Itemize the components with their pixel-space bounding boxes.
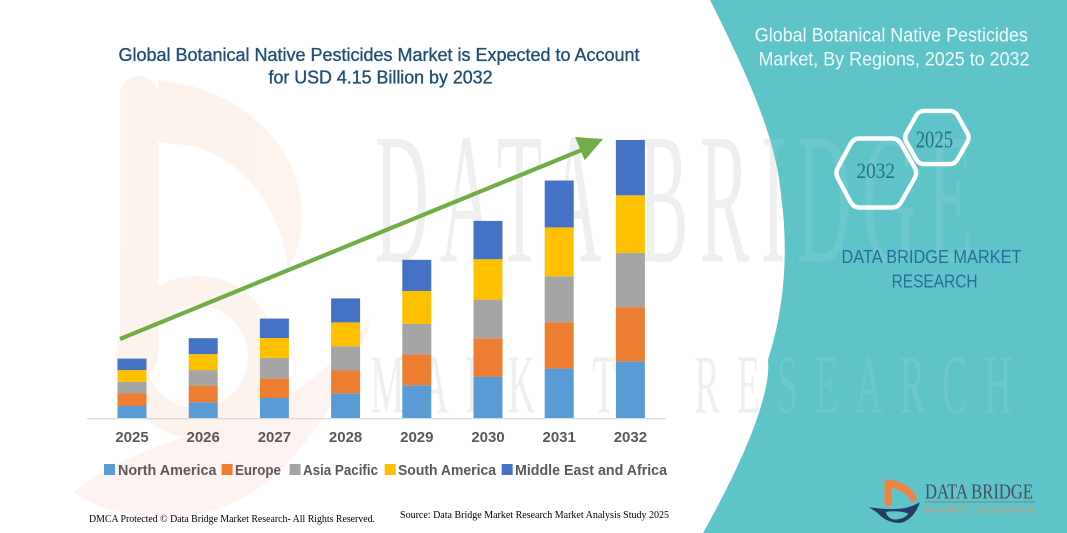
svg-text:2029: 2029	[400, 429, 433, 446]
svg-text:2032: 2032	[857, 158, 896, 183]
svg-text:DATA BRIDGE: DATA BRIDGE	[925, 480, 1033, 504]
svg-text:Source: Data Bridge Market Res: Source: Data Bridge Market Research Mark…	[400, 509, 669, 521]
svg-text:2028: 2028	[329, 429, 362, 446]
svg-text:2025: 2025	[115, 429, 148, 446]
svg-text:Middle East and Africa: Middle East and Africa	[515, 462, 668, 479]
svg-text:2032: 2032	[614, 429, 647, 446]
svg-text:Global Botanical Native Pestic: Global Botanical Native Pesticides	[755, 26, 1028, 47]
svg-text:2026: 2026	[187, 429, 220, 446]
svg-text:2031: 2031	[543, 429, 576, 446]
svg-text:Global Botanical Native Pestic: Global Botanical Native Pesticides Marke…	[119, 45, 640, 65]
svg-text:Market, By Regions, 2025 to 20: Market, By Regions, 2025 to 2032	[759, 50, 1030, 71]
svg-text:Asia Pacific: Asia Pacific	[303, 462, 378, 479]
svg-text:Europe: Europe	[235, 462, 281, 479]
svg-text:DATA BRIDGE MARKET: DATA BRIDGE MARKET	[842, 246, 1022, 267]
svg-text:North America: North America	[118, 462, 217, 479]
svg-text:RESEARCH: RESEARCH	[892, 271, 978, 292]
svg-text:MARKET RESEARCH: MARKET RESEARCH	[925, 506, 1036, 515]
svg-text:for USD 4.15 Billion by 2032: for USD 4.15 Billion by 2032	[269, 67, 493, 87]
svg-text:2027: 2027	[258, 429, 291, 446]
svg-text:DMCA Protected © Data Bridge M: DMCA Protected © Data Bridge Market Rese…	[89, 513, 375, 525]
svg-text:2030: 2030	[471, 429, 504, 446]
svg-text:2025: 2025	[916, 127, 953, 153]
svg-text:South America: South America	[398, 462, 497, 479]
